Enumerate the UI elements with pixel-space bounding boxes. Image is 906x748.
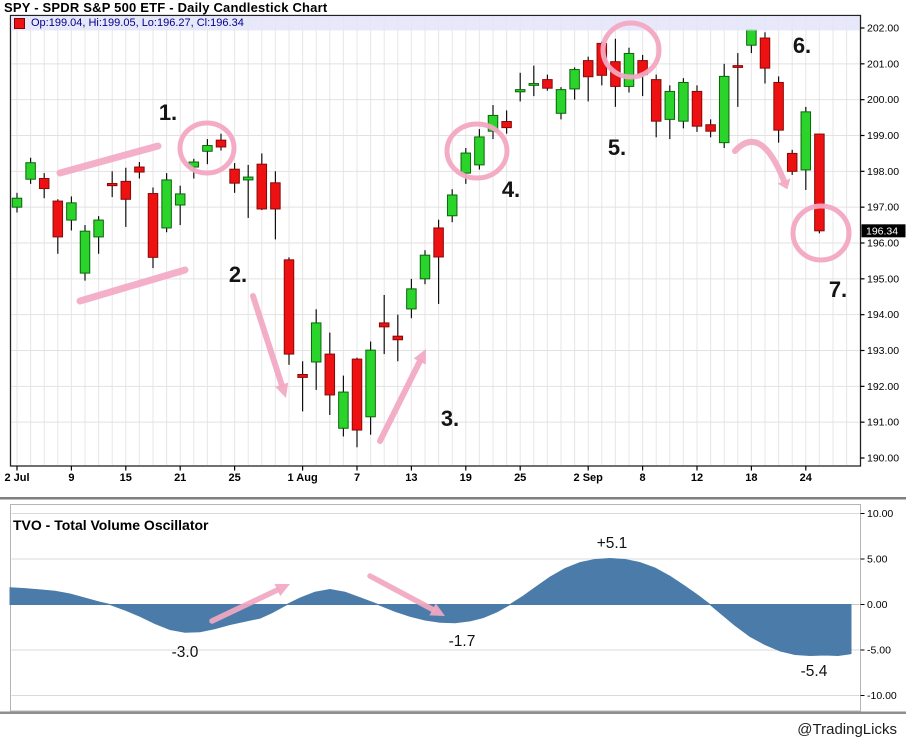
svg-text:196.34: 196.34 (866, 226, 898, 238)
ohlc-legend: Op:199.04, Hi:199.05, Lo:196.27, Cl:196.… (14, 16, 244, 30)
svg-text:197.00: 197.00 (867, 202, 899, 214)
ohlc-legend-text: Op:199.04, Hi:199.05, Lo:196.27, Cl:196.… (31, 17, 244, 29)
svg-text:-5.00: -5.00 (867, 645, 891, 657)
price-x-axis: 2 Jul 9 15 21 25 1 Aug 7 13 19 25 2 Sep 8 12 18 24 (4, 466, 813, 484)
svg-text:195.00: 195.00 (867, 273, 899, 285)
svg-text:8: 8 (640, 472, 646, 484)
svg-text:15: 15 (120, 472, 132, 484)
svg-text:2 Sep: 2 Sep (574, 472, 604, 484)
last-price-tag: 196.34 (861, 224, 906, 238)
watermark: @TradingLicks (797, 721, 897, 738)
svg-text:196.00: 196.00 (867, 238, 899, 250)
price-y-axis: 202.00 201.00 200.00 199.00 198.00 197.00 196.… (860, 23, 899, 465)
annotation-number: 6. (793, 33, 811, 58)
svg-text:-1.7: -1.7 (449, 633, 476, 650)
svg-text:9: 9 (68, 472, 74, 484)
svg-text:200.00: 200.00 (867, 94, 899, 106)
svg-text:7: 7 (354, 472, 360, 484)
svg-text:21: 21 (174, 472, 186, 484)
svg-text:1 Aug: 1 Aug (288, 472, 318, 484)
svg-text:24: 24 (800, 472, 813, 484)
svg-text:13: 13 (405, 472, 417, 484)
candles (11, 29, 825, 448)
annotation-number: 4. (502, 177, 520, 202)
svg-text:18: 18 (745, 472, 757, 484)
svg-text:190.00: 190.00 (867, 453, 899, 465)
svg-text:202.00: 202.00 (867, 23, 899, 35)
svg-text:25: 25 (228, 472, 240, 484)
svg-text:-3.0: -3.0 (172, 644, 199, 661)
svg-text:201.00: 201.00 (867, 58, 899, 70)
svg-text:191.00: 191.00 (867, 417, 899, 429)
legend-candle-marker-icon (14, 17, 25, 29)
svg-text:198.00: 198.00 (867, 166, 899, 178)
svg-text:194.00: 194.00 (867, 309, 899, 321)
svg-text:2 Jul: 2 Jul (4, 472, 29, 484)
svg-text:-10.00: -10.00 (867, 690, 897, 702)
svg-text:25: 25 (514, 472, 526, 484)
svg-text:192.00: 192.00 (867, 381, 899, 393)
tvo-panel-title: TVO - Total Volume Oscillator (13, 517, 209, 533)
annotation-number: 2. (229, 262, 247, 287)
svg-text:12: 12 (691, 472, 703, 484)
page-title: SPY - SPDR S&P 500 ETF - Daily Candlesti… (4, 0, 328, 15)
svg-text:0.00: 0.00 (867, 599, 888, 611)
annotation-number: 5. (608, 135, 626, 160)
annotation-number: 7. (829, 277, 847, 302)
annotation-number: 3. (441, 406, 459, 431)
svg-text:5.00: 5.00 (867, 554, 888, 566)
annotation-number: 1. (159, 100, 177, 125)
svg-text:10.00: 10.00 (867, 508, 893, 520)
annotations: 1. 2. 3. 4. 5. 6. 7. (56, 20, 852, 624)
svg-text:199.00: 199.00 (867, 130, 899, 142)
svg-text:-5.4: -5.4 (801, 663, 828, 680)
svg-text:193.00: 193.00 (867, 345, 899, 357)
svg-text:+5.1: +5.1 (597, 535, 628, 552)
svg-text:19: 19 (460, 472, 472, 484)
